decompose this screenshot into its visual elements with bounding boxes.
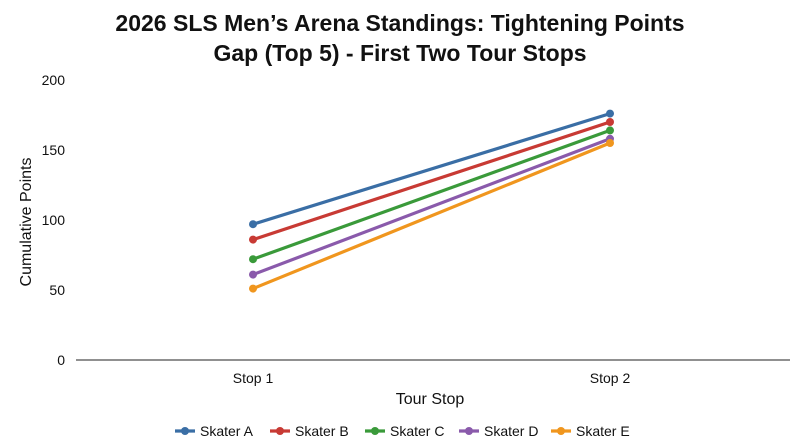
x-tick-label-1: Stop 1 (233, 370, 274, 386)
data-point-skater-c-2 (606, 126, 614, 135)
data-point-skater-c-1 (249, 255, 257, 264)
y-tick-label-0: 0 (57, 352, 65, 368)
legend-label-skater-b: Skater B (295, 423, 349, 439)
y-tick-label-50: 50 (49, 282, 65, 298)
series-line-skater-d (251, 137, 612, 277)
data-point-skater-a-1 (249, 220, 257, 229)
legend-label-skater-c: Skater C (390, 423, 444, 439)
y-axis-label: Cumulative Points (18, 158, 35, 287)
legend-marker-skater-d (465, 427, 473, 435)
data-point-skater-d-1 (249, 270, 257, 279)
legend-label-skater-d: Skater D (484, 423, 538, 439)
legend-marker-skater-c (371, 427, 379, 435)
data-point-skater-a-2 (606, 109, 614, 118)
series-line-skater-a (251, 111, 612, 226)
legend-label-skater-e: Skater E (576, 423, 630, 439)
data-point-skater-e-1 (249, 284, 257, 293)
chart-title-line-1: 2026 SLS Men’s Arena Standings: Tighteni… (115, 10, 685, 36)
legend-marker-skater-a (181, 427, 189, 435)
data-point-skater-b-1 (249, 235, 257, 244)
chart-title-line-2: Gap (Top 5) - First Two Tour Stops (213, 40, 587, 66)
series-line-skater-c (251, 128, 612, 261)
series-line-skater-b (251, 120, 612, 242)
y-tick-label-200: 200 (42, 72, 66, 88)
legend-marker-skater-e (557, 427, 565, 435)
data-point-skater-b-2 (606, 118, 614, 126)
y-tick-label-150: 150 (42, 142, 66, 158)
legend-marker-skater-b (276, 427, 284, 435)
y-tick-label-100: 100 (42, 212, 66, 228)
data-point-skater-e-2 (606, 139, 614, 147)
x-axis-label: Tour Stop (396, 391, 465, 408)
legend-label-skater-a: Skater A (200, 423, 254, 439)
series-line-skater-e (251, 141, 612, 291)
x-tick-label-2: Stop 2 (590, 370, 631, 386)
